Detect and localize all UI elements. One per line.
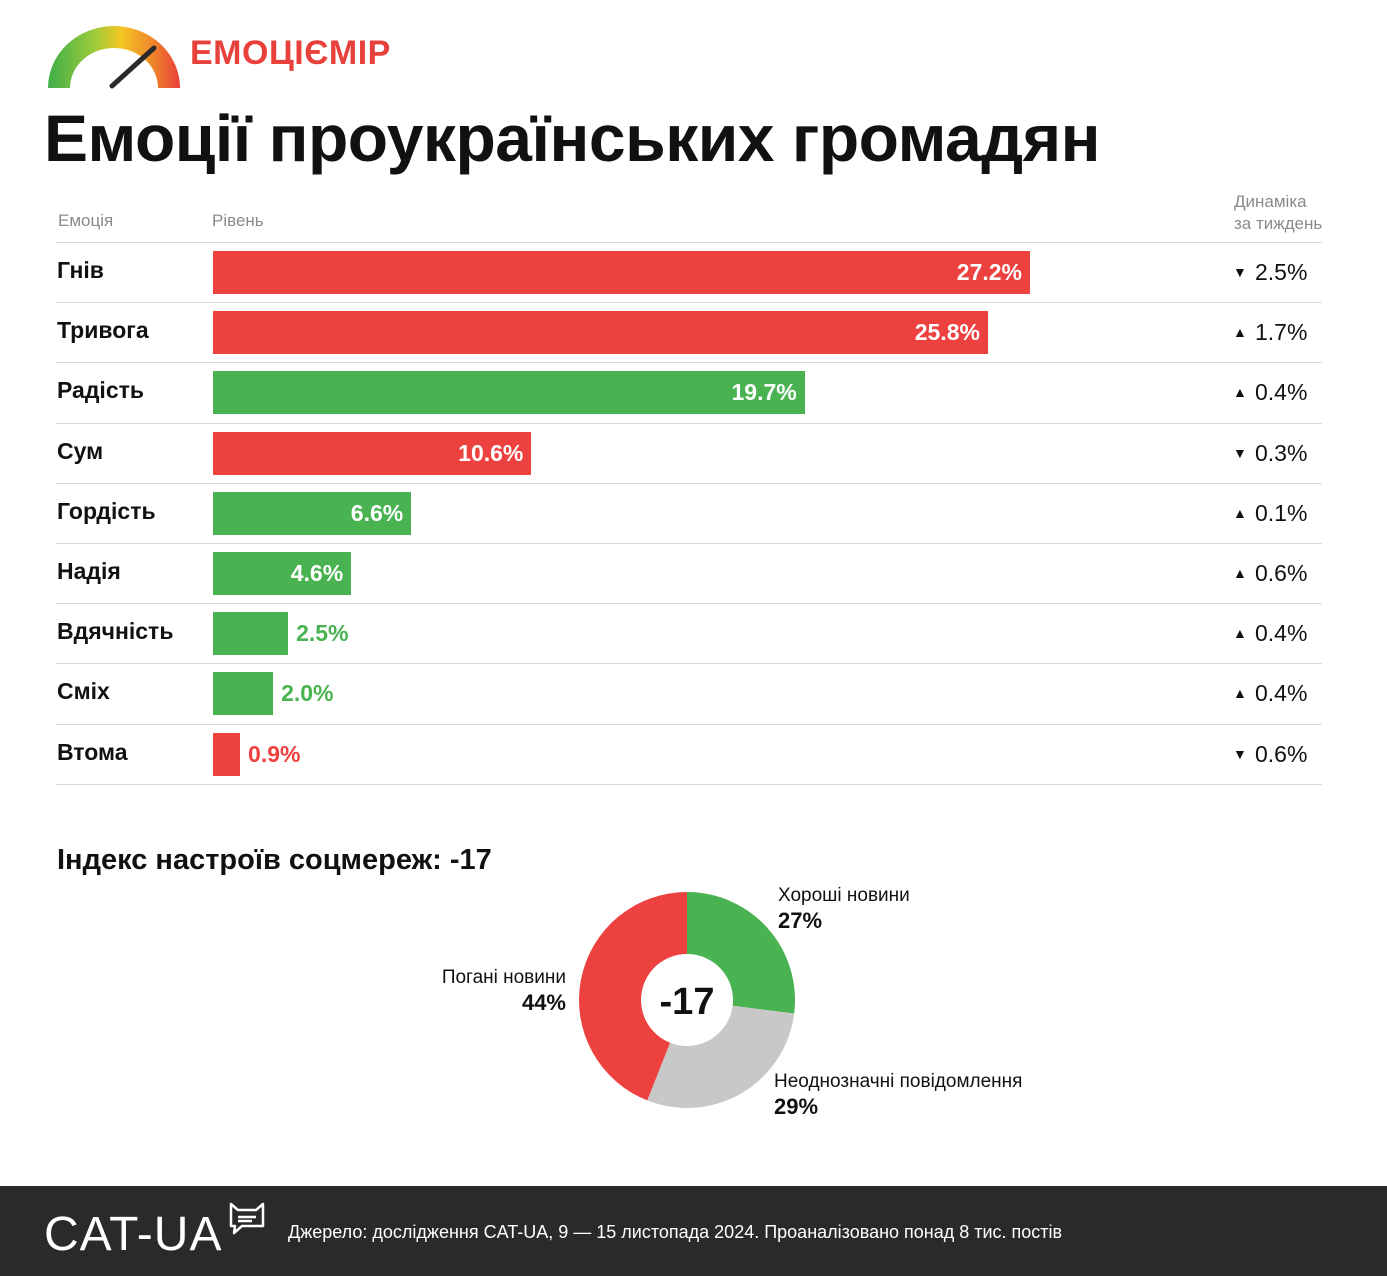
row-separator: [56, 783, 1322, 785]
column-header-dynamics: Динаміка за тиждень: [1234, 191, 1322, 235]
emotion-label: Тривога: [57, 317, 149, 344]
weekly-change-value: 0.6%: [1255, 740, 1308, 767]
weekly-change: ▲ 0.4%: [1233, 620, 1307, 647]
row-separator: [56, 242, 1322, 243]
bar-value-label: 10.6%: [458, 439, 524, 466]
donut-label-good-name: Хороші новини: [778, 885, 910, 906]
triangle-up-icon: ▲: [1233, 625, 1247, 642]
emotion-label: Сміх: [57, 678, 110, 705]
weekly-change: ▼ 0.3%: [1233, 440, 1307, 467]
donut-slice: [647, 1005, 795, 1108]
index-title: Індекс настроїв соцмереж: -17: [57, 844, 492, 876]
bar: [213, 612, 289, 656]
triangle-down-icon: ▼: [1233, 444, 1247, 461]
triangle-up-icon: ▲: [1233, 504, 1247, 521]
donut-slice: [579, 892, 687, 1101]
weekly-change-value: 0.3%: [1255, 439, 1308, 466]
emotion-label: Гордість: [57, 497, 156, 524]
triangle-up-icon: ▲: [1233, 324, 1247, 341]
emotion-label: Радість: [57, 377, 145, 404]
bar-value-label: 2.5%: [296, 620, 349, 647]
source-note: Джерело: дослідження CAT-UA, 9 — 15 лист…: [288, 1222, 1063, 1242]
emotion-label: Втома: [57, 738, 128, 765]
cat-speech-bubble-icon: [229, 1202, 265, 1235]
bar: [213, 311, 988, 355]
donut-label-bad-value: 44%: [521, 990, 566, 1015]
weekly-change-value: 0.1%: [1255, 499, 1308, 526]
donut-label-bad-name: Погані новини: [441, 967, 566, 988]
emotion-label: Гнів: [57, 257, 104, 283]
bar-value-label: 19.7%: [731, 379, 797, 406]
donut-label-good: Хороші новини 27%: [778, 884, 910, 934]
weekly-change: ▲ 1.7%: [1233, 319, 1307, 346]
weekly-change-value: 1.7%: [1255, 319, 1308, 346]
donut-label-neutral: Неоднозначні повідомлення 29%: [774, 1070, 1022, 1120]
emotion-label: Вдячність: [57, 618, 174, 645]
triangle-up-icon: ▲: [1233, 384, 1247, 401]
weekly-change-value: 0.6%: [1255, 560, 1308, 586]
bar: [213, 251, 1030, 294]
row-separator: [56, 302, 1322, 304]
bar-value-label: 4.6%: [290, 560, 344, 586]
column-header-level: Рівень: [212, 211, 264, 230]
sentiment-donut-chart: -17: [579, 892, 795, 1108]
bar-value-label: 2.0%: [281, 680, 334, 707]
bar: [213, 552, 352, 595]
weekly-change: ▼ 0.6%: [1233, 741, 1307, 768]
bar: [213, 491, 412, 535]
weekly-change: ▲ 0.4%: [1233, 680, 1307, 707]
bar-value-label: 27.2%: [956, 259, 1022, 285]
bar: [213, 672, 274, 716]
bar-value-label: 25.8%: [914, 319, 980, 346]
bar-value-label: 0.9%: [248, 740, 301, 767]
row-separator: [56, 543, 1322, 544]
row-separator: [56, 362, 1322, 364]
row-separator: [56, 422, 1322, 424]
triangle-up-icon: ▲: [1233, 565, 1247, 581]
bar: [213, 371, 805, 415]
weekly-change: ▼ 2.5%: [1233, 259, 1307, 286]
donut-slice: [687, 892, 795, 1014]
row-separator: [56, 663, 1322, 665]
weekly-change-value: 0.4%: [1255, 620, 1308, 647]
emotion-label: Сум: [57, 437, 104, 464]
column-header-emotion: Емоція: [58, 211, 114, 230]
donut-label-neutral-value: 29%: [774, 1094, 819, 1119]
column-header-dynamics-line1: Динаміка: [1234, 192, 1307, 211]
emotion-label: Надія: [57, 558, 121, 584]
weekly-change-value: 0.4%: [1255, 379, 1308, 406]
bar: [213, 732, 241, 776]
brand-name: ЕМОЦІЄМІР: [190, 34, 391, 72]
donut-label-bad: Погані новини 44%: [442, 966, 566, 1016]
row-separator: [56, 603, 1322, 605]
weekly-change: ▲ 0.1%: [1233, 500, 1307, 527]
row-separator: [56, 723, 1322, 725]
weekly-change-value: 0.4%: [1255, 680, 1308, 707]
row-separator: [56, 482, 1322, 484]
triangle-up-icon: ▲: [1233, 685, 1247, 702]
weekly-change: ▲ 0.4%: [1233, 379, 1307, 406]
donut-label-neutral-name: Неоднозначні повідомлення: [774, 1071, 1023, 1092]
page-title: Емоції проукраїнських громадян: [44, 101, 1101, 175]
column-header-dynamics-line2: за тиждень: [1234, 214, 1323, 233]
gauge-logo-icon: [48, 26, 180, 89]
weekly-change-value: 2.5%: [1255, 259, 1308, 285]
donut-label-good-value: 27%: [778, 908, 823, 933]
donut-center-value: -17: [660, 981, 715, 1023]
triangle-down-icon: ▼: [1233, 264, 1247, 280]
cat-ua-logo: CAT-UA: [44, 1208, 223, 1261]
bar: [213, 431, 532, 475]
triangle-down-icon: ▼: [1233, 745, 1247, 762]
footer: [0, 1186, 1387, 1276]
weekly-change: ▲ 0.6%: [1233, 560, 1307, 587]
bar-value-label: 6.6%: [350, 499, 404, 526]
